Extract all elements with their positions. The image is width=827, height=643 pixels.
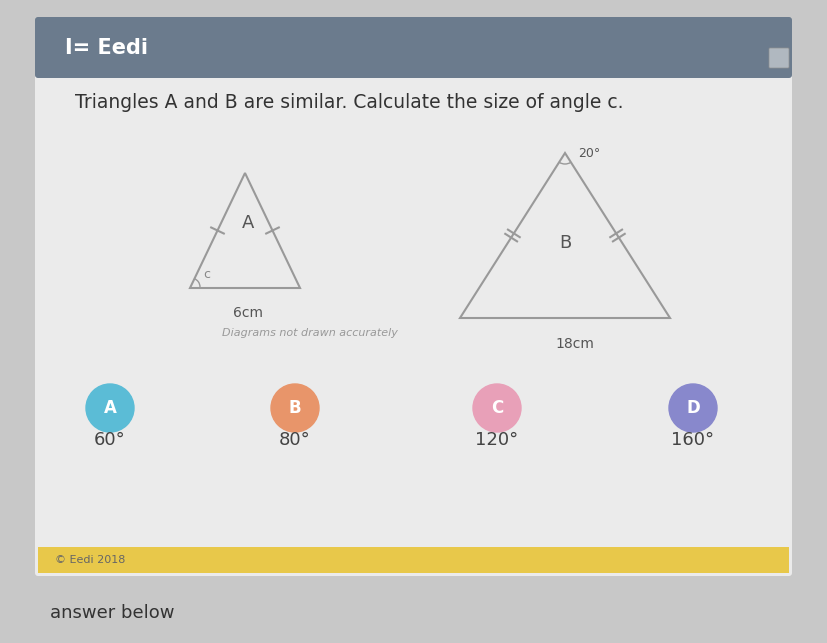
Circle shape [271,384,319,432]
Text: D: D [686,399,700,417]
FancyBboxPatch shape [35,17,792,78]
FancyBboxPatch shape [35,40,792,576]
Text: 120°: 120° [476,431,519,449]
Text: 160°: 160° [672,431,715,449]
Circle shape [473,384,521,432]
Text: C: C [491,399,503,417]
Text: B: B [289,399,301,417]
Text: Diagrams not drawn accurately: Diagrams not drawn accurately [222,328,398,338]
Text: 18cm: 18cm [556,337,595,351]
Bar [38,547,789,573]
FancyBboxPatch shape [769,48,789,68]
Text: 6cm: 6cm [233,306,263,320]
Circle shape [669,384,717,432]
Text: I= Eedi: I= Eedi [65,38,148,58]
Text: © Eedi 2018: © Eedi 2018 [55,555,126,565]
Text: B: B [559,234,571,252]
Text: answer below: answer below [50,604,174,622]
Text: c: c [203,268,210,281]
Text: 80°: 80° [280,431,311,449]
Text: 60°: 60° [94,431,126,449]
Bar [38,20,789,75]
Text: A: A [103,399,117,417]
Text: A: A [241,214,254,232]
Text: 20°: 20° [578,147,600,160]
Circle shape [86,384,134,432]
Text: Triangles A and B are similar. Calculate the size of angle c.: Triangles A and B are similar. Calculate… [75,93,624,113]
